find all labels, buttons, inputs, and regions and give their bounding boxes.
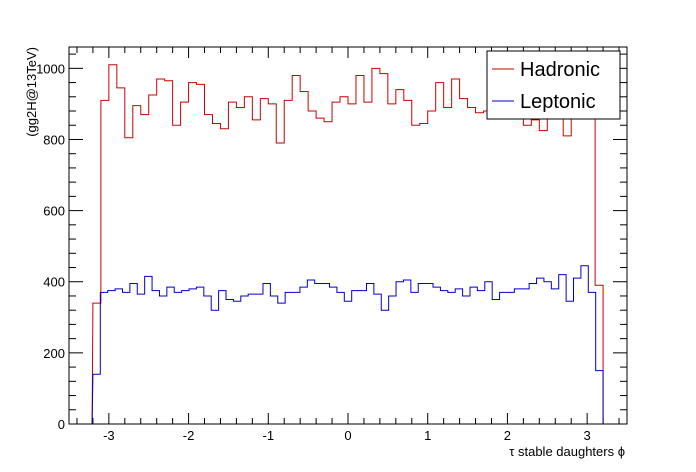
legend-label-leptonic: Leptonic (520, 91, 596, 113)
series-line-leptonic (91, 265, 604, 425)
legend: Hadronic Leptonic (486, 50, 621, 120)
legend-label-hadronic: Hadronic (520, 59, 600, 81)
x-tick-label: -3 (103, 428, 115, 443)
y-tick-label: 800 (43, 132, 65, 147)
y-axis-label: (gg2H@13TeV) (24, 47, 39, 137)
y-tick-label: 200 (43, 346, 65, 361)
legend-box (486, 50, 621, 120)
x-tick-label: 0 (344, 428, 351, 443)
x-tick-label: 2 (504, 428, 511, 443)
y-tick-label: 400 (43, 275, 65, 290)
x-tick-label: 1 (424, 428, 431, 443)
x-tick-label: -1 (263, 428, 275, 443)
y-tick-label: 600 (43, 204, 65, 219)
x-tick-label: 3 (584, 428, 591, 443)
x-axis-label: τ stable daughters ϕ (509, 444, 625, 459)
y-tick-label: 1000 (36, 61, 65, 76)
y-tick-label: 0 (58, 417, 65, 432)
axis-tick-labels: -3 -2 -1 0 1 2 3 0 200 400 600 800 1000 (36, 61, 591, 443)
x-tick-label: -2 (183, 428, 195, 443)
